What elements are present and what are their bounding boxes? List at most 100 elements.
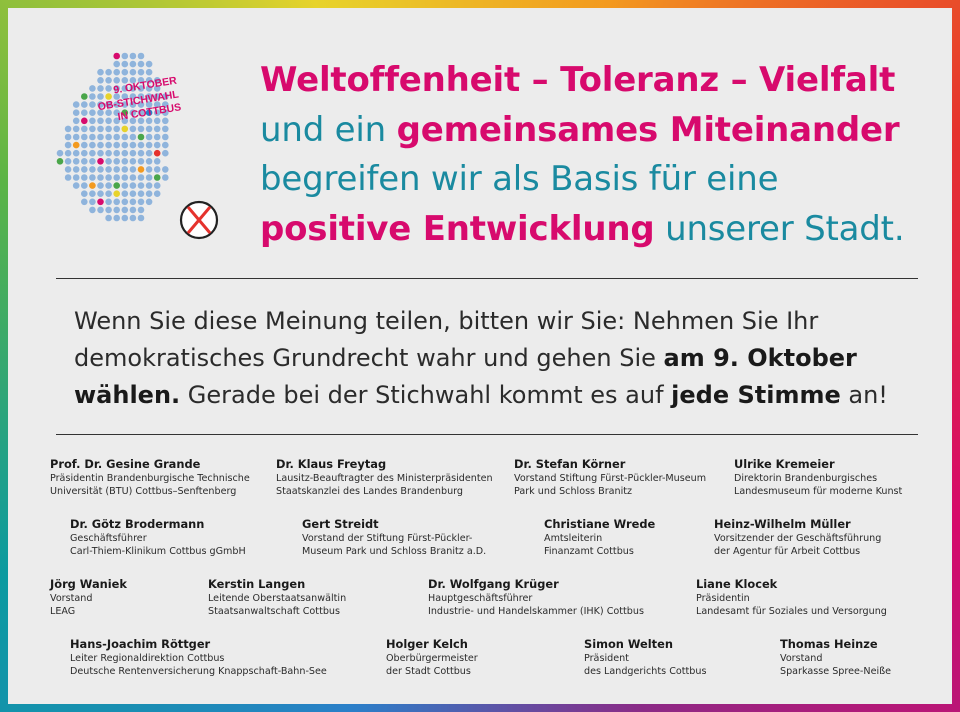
signatory: Thomas Heinze Vorstand Sparkasse Spree-Nei… xyxy=(780,636,891,678)
signatory-role: Lausitz-Beauftragter des Ministerpräside… xyxy=(276,473,493,484)
map-dot xyxy=(81,133,88,141)
map-dot xyxy=(64,174,72,181)
signatory: Ulrike Kremeier Direktorin Brandenburgisc… xyxy=(734,456,902,498)
map-dot xyxy=(145,141,153,149)
map-dot xyxy=(153,77,161,84)
map-dot xyxy=(89,93,96,100)
map-dot xyxy=(113,206,120,214)
map-dot xyxy=(81,158,88,165)
signatory-name: Simon Welten xyxy=(584,637,673,651)
map-dot xyxy=(129,133,137,141)
map-dot xyxy=(129,52,137,60)
signatory-org: Industrie- und Handelskammer (IHK) Cottb… xyxy=(428,606,644,617)
map-dot xyxy=(129,125,137,133)
headline-line-4a: positive Entwicklung xyxy=(260,208,655,249)
map-dot xyxy=(162,149,169,157)
map-dot xyxy=(72,174,80,181)
map-dot xyxy=(89,149,96,157)
map-dot xyxy=(105,109,112,116)
map-dot xyxy=(97,125,104,133)
map-dot xyxy=(162,125,169,133)
map-dot xyxy=(121,125,129,133)
map-dot xyxy=(105,206,112,214)
map-dot xyxy=(105,166,112,173)
headline-line-4b: unserer Stadt. xyxy=(654,208,905,249)
map-dot xyxy=(56,158,64,165)
map-dot xyxy=(129,190,137,197)
signatory-name: Hans-Joachim Röttger xyxy=(70,637,211,651)
map-dot xyxy=(105,141,112,149)
signatory-org: Universität (BTU) Cottbus–Senftenberg xyxy=(50,486,237,497)
map-dot xyxy=(81,125,88,133)
signatory-role: Präsident xyxy=(584,653,629,664)
map-dot xyxy=(81,101,88,108)
map-dot xyxy=(113,125,120,133)
signatory-org: Deutsche Rentenversicherung Knappschaft-… xyxy=(70,666,327,677)
signatory-org: Finanzamt Cottbus xyxy=(544,546,634,557)
signatory: Heinz-Wilhelm Müller Vorsitzender der Ges… xyxy=(714,516,881,558)
map-dot xyxy=(72,109,80,116)
map-dot xyxy=(113,149,120,157)
map-dot xyxy=(145,133,153,141)
signatory-role: Präsidentin xyxy=(696,593,750,604)
map-dot xyxy=(145,190,153,197)
signatory-org: der Stadt Cottbus xyxy=(386,666,471,677)
map-dot xyxy=(81,198,88,206)
map-dot xyxy=(97,198,104,206)
map-dot xyxy=(137,166,145,173)
map-dot xyxy=(121,60,129,68)
signatory-org: des Landgerichts Cottbus xyxy=(584,666,707,677)
map-dot xyxy=(105,125,112,133)
signatory: Dr. Götz Brodermann Geschäftsführer Carl-T… xyxy=(70,516,246,558)
map-dot xyxy=(129,149,137,157)
map-dot xyxy=(97,85,104,92)
map-dot xyxy=(113,85,120,92)
map-dot xyxy=(137,190,145,197)
divider-top xyxy=(56,278,918,279)
map-dot xyxy=(162,166,169,173)
map-dot xyxy=(72,158,80,165)
map-dot xyxy=(97,101,104,108)
map-dot xyxy=(145,166,153,173)
map-dot xyxy=(129,206,137,214)
map-dot xyxy=(137,117,145,125)
signatory: Simon Welten Präsident des Landgerichts Co… xyxy=(584,636,706,678)
signatory-role: Vorstand Stiftung Fürst-Pückler-Museum xyxy=(514,473,707,484)
signatory-role: Hauptgeschäftsführer xyxy=(428,593,533,604)
map-dot xyxy=(89,182,96,189)
map-dot xyxy=(64,141,72,149)
map-dot xyxy=(113,158,120,165)
signatory-role: Vorstand xyxy=(50,593,93,604)
election-logo: 9. OKTOBER OB-STICHWAHL IN COTTBUS xyxy=(56,52,219,240)
map-dot xyxy=(81,149,88,157)
map-dot xyxy=(129,166,137,173)
signatory: Gert Streidt Vorstand der Stiftung Fürst-… xyxy=(302,516,486,558)
map-dot xyxy=(162,93,169,100)
map-dot xyxy=(105,68,112,76)
map-dot xyxy=(137,149,145,157)
map-dot xyxy=(97,149,104,157)
map-dot xyxy=(105,77,112,84)
map-dot xyxy=(121,68,129,76)
map-dot xyxy=(129,141,137,149)
map-dot xyxy=(153,141,161,149)
signatory-role: Vorsitzender der Geschäftsführung xyxy=(714,533,882,544)
map-dot xyxy=(121,214,129,222)
map-dot xyxy=(121,206,129,214)
map-dot xyxy=(72,101,80,108)
map-dot xyxy=(145,93,153,100)
map-dot xyxy=(89,166,96,173)
map-dot xyxy=(121,182,129,189)
signatory-name: Christiane Wrede xyxy=(544,517,656,531)
map-dot xyxy=(72,133,80,141)
headline-line-2b: gemeinsames Miteinander xyxy=(396,109,900,150)
map-dot xyxy=(145,60,153,68)
map-dot xyxy=(153,182,161,189)
map-dots xyxy=(56,52,169,222)
map-dot xyxy=(81,141,88,149)
map-dot xyxy=(72,182,80,189)
map-dot xyxy=(162,101,169,108)
map-dot xyxy=(121,85,129,92)
signatory-org: Landesmuseum für moderne Kunst xyxy=(734,486,903,497)
signatory-name: Kerstin Langen xyxy=(208,577,306,591)
